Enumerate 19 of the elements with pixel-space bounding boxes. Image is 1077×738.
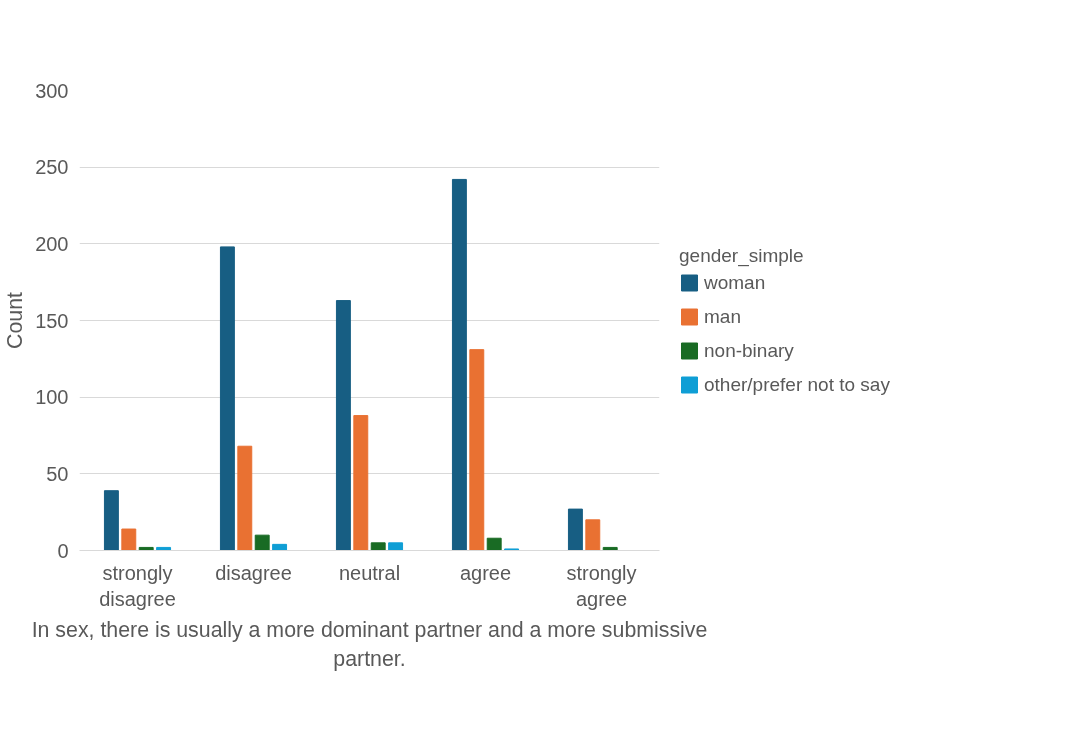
y-tick-label: 200	[35, 232, 69, 255]
y-tick-label: 100	[35, 386, 69, 409]
x-tick-label: neutral	[338, 561, 401, 584]
x-tick-label: strongly agree	[566, 561, 637, 610]
y-axis-title: Count	[3, 291, 28, 349]
legend-label: other/prefer not to say	[704, 373, 890, 396]
legend-label: man	[704, 305, 741, 328]
x-axis-title: In sex, there is usually a more dominant partner and a more submissive partner.	[31, 617, 708, 671]
y-tick-label: 150	[35, 309, 69, 332]
y-tick-label: 300	[35, 79, 69, 102]
x-tick-label: disagree	[215, 561, 292, 584]
y-tick-label: 0	[57, 539, 69, 562]
x-tick-label: strongly disagree	[99, 561, 176, 610]
legend-label: woman	[704, 271, 766, 294]
y-tick-label: 50	[46, 462, 69, 485]
x-tick-label: agree	[459, 561, 512, 584]
y-tick-label: 250	[35, 156, 69, 179]
legend-title: gender_simple	[679, 244, 805, 267]
legend-label: non-binary	[704, 339, 794, 362]
